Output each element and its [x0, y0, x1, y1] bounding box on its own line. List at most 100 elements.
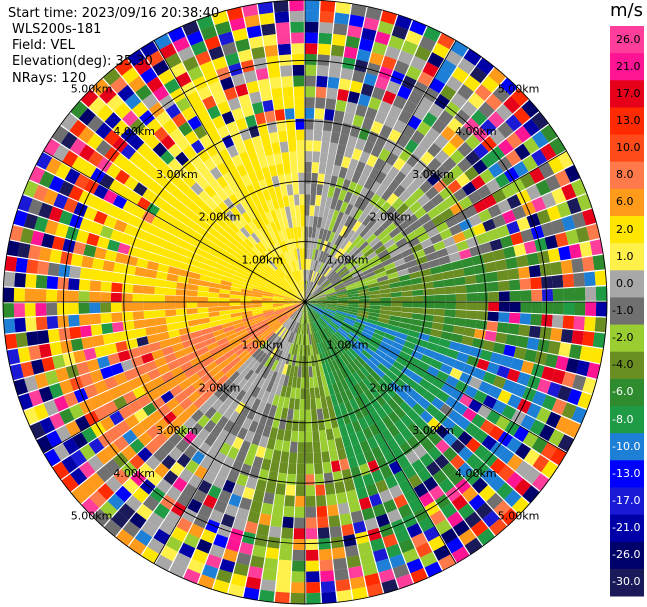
velocity-gate — [384, 475, 398, 489]
velocity-gate — [487, 204, 502, 218]
velocity-gate — [313, 288, 323, 296]
velocity-gate — [347, 306, 359, 311]
velocity-gate — [305, 53, 317, 65]
velocity-gate — [289, 10, 304, 22]
velocity-gate — [285, 306, 296, 312]
velocity-gate — [289, 332, 295, 343]
velocity-gate — [120, 127, 137, 144]
velocity-gate — [183, 384, 196, 397]
velocity-gate — [357, 541, 372, 555]
velocity-gate — [305, 129, 314, 141]
velocity-gate — [279, 328, 288, 339]
velocity-gate — [418, 378, 432, 391]
velocity-gate — [159, 255, 172, 266]
velocity-gate — [457, 83, 474, 101]
velocity-gate — [240, 405, 252, 418]
velocity-gate — [385, 222, 397, 234]
velocity-gate — [129, 438, 145, 454]
velocity-gate — [423, 526, 440, 542]
velocity-gate — [191, 409, 204, 423]
velocity-gate — [411, 283, 423, 291]
velocity-gate — [327, 185, 336, 198]
velocity-gate — [175, 289, 187, 296]
velocity-gate — [389, 248, 401, 258]
velocity-gate — [335, 330, 346, 340]
velocity-gate — [389, 346, 402, 356]
velocity-gate — [291, 310, 299, 320]
velocity-gate — [229, 17, 246, 32]
velocity-gate — [290, 321, 297, 332]
velocity-gate — [305, 215, 310, 227]
velocity-gate — [175, 71, 192, 88]
velocity-gate — [562, 273, 575, 288]
velocity-gate — [346, 135, 358, 148]
velocity-gate — [257, 400, 267, 413]
velocity-gate — [305, 10, 319, 22]
velocity-gate — [139, 109, 155, 126]
velocity-gate — [155, 110, 172, 126]
velocity-gate — [72, 241, 86, 255]
velocity-gate — [541, 366, 555, 381]
velocity-gate — [30, 230, 45, 246]
velocity-gate — [427, 142, 442, 158]
velocity-gate — [261, 502, 273, 516]
velocity-gate — [69, 326, 82, 340]
velocity-gate — [305, 172, 312, 184]
velocity-gate — [198, 317, 210, 325]
colorbar-segment — [610, 188, 644, 217]
velocity-gate — [478, 209, 492, 223]
velocity-gate — [170, 187, 185, 201]
velocity-gate — [322, 328, 331, 339]
velocity-gate — [313, 332, 319, 344]
velocity-gate — [310, 333, 314, 345]
velocity-gate — [218, 341, 231, 351]
velocity-gate — [417, 231, 430, 243]
velocity-gate — [305, 302, 309, 313]
velocity-gate — [67, 302, 79, 315]
velocity-gate — [431, 213, 445, 226]
velocity-gate — [261, 379, 270, 391]
velocity-gate — [358, 291, 370, 297]
velocity-gate — [530, 313, 542, 326]
velocity-gate — [210, 424, 223, 438]
velocity-gate — [269, 460, 280, 473]
velocity-gate — [300, 377, 305, 389]
velocity-gate — [410, 318, 423, 327]
velocity-gate — [257, 122, 269, 136]
velocity-gate — [4, 333, 18, 350]
velocity-gate — [104, 458, 121, 476]
velocity-gate — [276, 428, 285, 441]
velocity-gate — [282, 440, 291, 453]
velocity-gate — [203, 470, 217, 485]
velocity-gate — [430, 359, 443, 370]
velocity-gate — [431, 272, 444, 282]
velocity-gate — [313, 452, 322, 464]
velocity-gate — [305, 345, 308, 356]
velocity-gate — [183, 367, 197, 379]
velocity-gate — [442, 270, 454, 280]
velocity-gate — [350, 510, 364, 524]
velocity-gate — [234, 325, 246, 333]
velocity-gate — [352, 220, 362, 232]
velocity-gate — [233, 275, 245, 282]
velocity-gate — [137, 372, 152, 386]
velocity-gate — [374, 329, 386, 337]
velocity-gate — [148, 252, 162, 263]
velocity-gate — [451, 546, 470, 563]
velocity-gate — [316, 249, 322, 261]
velocity-gate — [531, 149, 548, 167]
velocity-gate — [514, 143, 531, 161]
velocity-gate — [438, 478, 455, 494]
velocity-gate — [498, 280, 510, 291]
velocity-gate — [326, 305, 337, 309]
velocity-gate — [251, 46, 266, 60]
velocity-gate — [436, 345, 449, 356]
velocity-gate — [282, 278, 291, 287]
velocity-gate — [196, 248, 209, 259]
velocity-gate — [450, 439, 466, 454]
velocity-gate — [542, 289, 554, 301]
velocity-gate — [497, 139, 514, 156]
velocity-gate — [358, 496, 372, 511]
velocity-gate — [507, 323, 520, 335]
velocity-gate — [79, 372, 94, 387]
